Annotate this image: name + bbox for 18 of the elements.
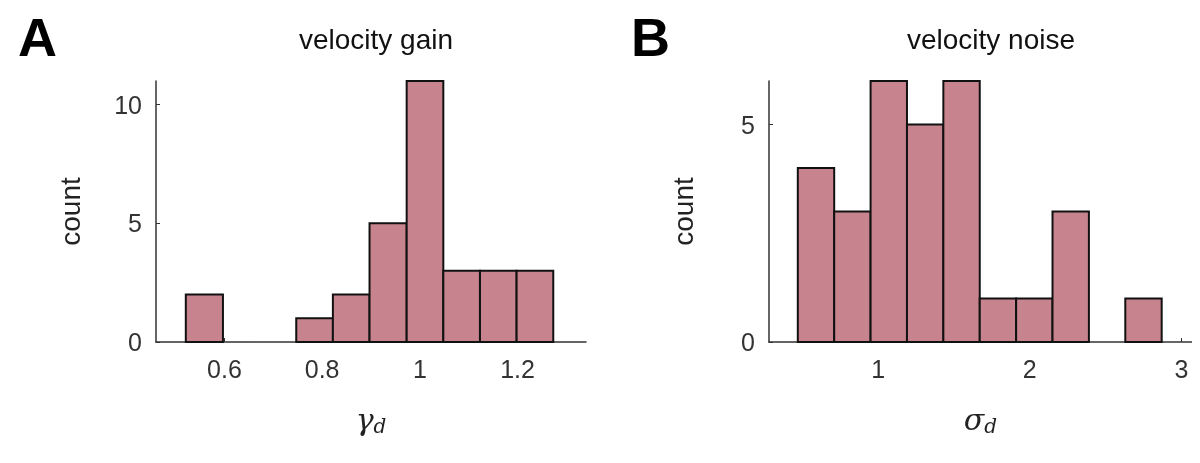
text: B xyxy=(631,7,670,67)
x-tick-label: 2 xyxy=(1022,354,1037,383)
chart-title: velocity noise xyxy=(906,23,1076,55)
x-tick-label: 0.6 xyxy=(207,354,242,383)
y-axis-title: count xyxy=(667,177,699,246)
y-tick-label: 5 xyxy=(128,209,142,238)
y-tick-label: 5 xyxy=(741,110,755,139)
x-tick-label: 1.2 xyxy=(500,354,535,383)
y-tick-label: 10 xyxy=(114,90,142,119)
y-tick-label: 0 xyxy=(128,328,142,356)
x-tick-label: 3 xyxy=(1174,354,1189,383)
x-tick-label: 0.8 xyxy=(304,354,340,383)
y-tick-label: 0 xyxy=(741,328,755,356)
chart-title: velocity gain xyxy=(298,23,454,55)
x-tick-label: 1 xyxy=(871,354,886,383)
y-axis-title: count xyxy=(54,177,86,246)
text: A xyxy=(18,7,57,67)
x-tick-label: 1 xyxy=(412,354,427,383)
